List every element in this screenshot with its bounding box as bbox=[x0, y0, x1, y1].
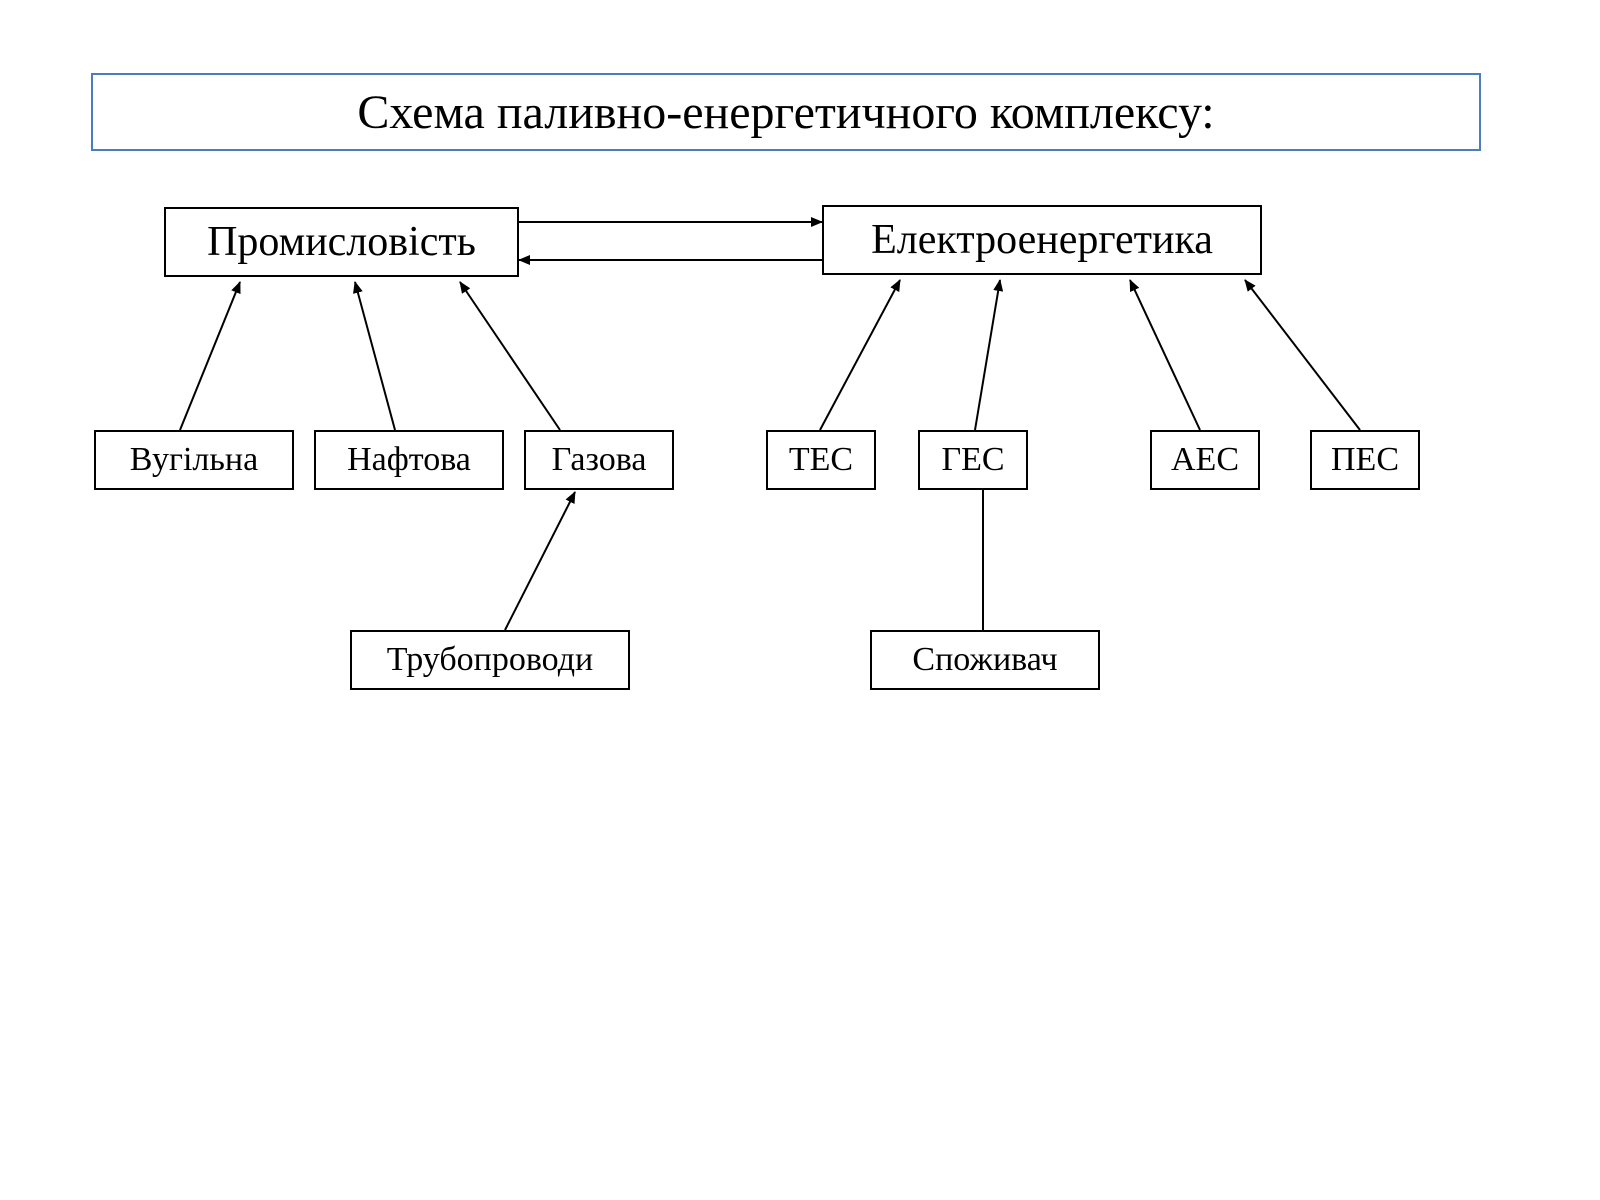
node-label-gas: Газова bbox=[552, 441, 647, 479]
edge-oil-industry bbox=[355, 282, 395, 430]
edge-aes-energy bbox=[1130, 280, 1200, 430]
edge-gas-industry bbox=[460, 282, 560, 430]
edge-pipes-gas bbox=[505, 492, 575, 630]
edge-pes-energy bbox=[1245, 280, 1360, 430]
node-oil: Нафтова bbox=[314, 430, 504, 490]
node-pes: ПЕС bbox=[1310, 430, 1420, 490]
diagram-arrows bbox=[0, 0, 1600, 1200]
node-label-industry: Промисловість bbox=[207, 218, 476, 266]
node-ges: ГЕС bbox=[918, 430, 1028, 490]
node-aes: АЕС bbox=[1150, 430, 1260, 490]
edge-ges-energy bbox=[975, 280, 1000, 430]
node-label-coal: Вугільна bbox=[130, 441, 258, 479]
node-label-pes: ПЕС bbox=[1331, 441, 1399, 479]
node-label-aes: АЕС bbox=[1171, 441, 1239, 479]
diagram-title-box: Схема паливно-енергетичного комплексу: bbox=[91, 73, 1481, 151]
node-gas: Газова bbox=[524, 430, 674, 490]
node-label-consumer: Споживач bbox=[912, 641, 1057, 679]
diagram-title: Схема паливно-енергетичного комплексу: bbox=[357, 85, 1214, 140]
node-label-oil: Нафтова bbox=[347, 441, 471, 479]
node-consumer: Споживач bbox=[870, 630, 1100, 690]
node-coal: Вугільна bbox=[94, 430, 294, 490]
edge-tes-energy bbox=[820, 280, 900, 430]
node-label-pipes: Трубопроводи bbox=[387, 641, 593, 679]
node-label-energy: Електроенергетика bbox=[871, 216, 1213, 264]
edge-coal-industry bbox=[180, 282, 240, 430]
node-pipes: Трубопроводи bbox=[350, 630, 630, 690]
node-energy: Електроенергетика bbox=[822, 205, 1262, 275]
node-industry: Промисловість bbox=[164, 207, 519, 277]
node-tes: ТЕС bbox=[766, 430, 876, 490]
node-label-ges: ГЕС bbox=[941, 441, 1004, 479]
node-label-tes: ТЕС bbox=[789, 441, 853, 479]
